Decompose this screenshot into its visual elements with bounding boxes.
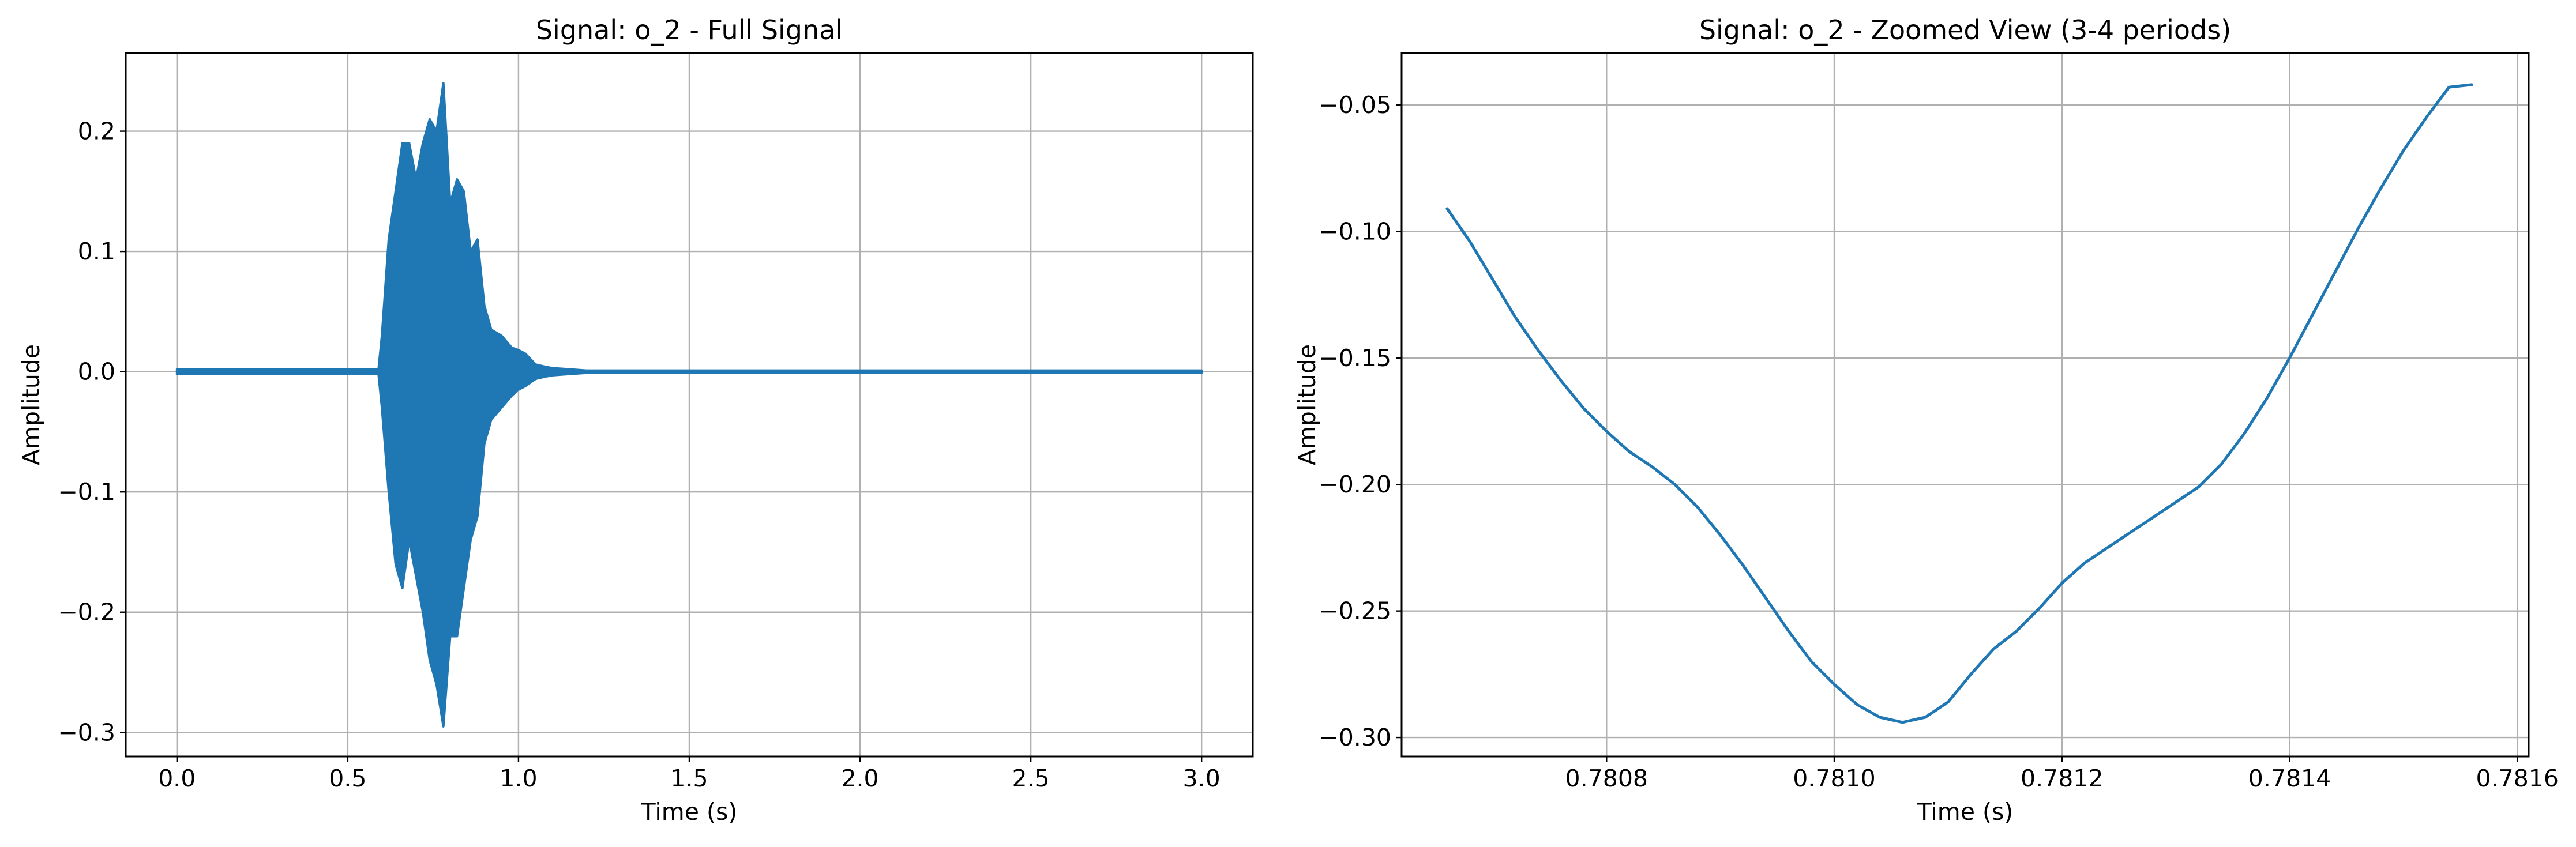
zoomed-view-x-axis-label: Time (s) <box>1917 798 2014 826</box>
full-signal-x-ticks: 0.0 0.5 1.0 1.5 2.0 2.5 3.0 <box>158 756 1221 792</box>
y-tick-label: −0.30 <box>1319 724 1391 751</box>
x-tick-label: 0.7816 <box>2476 765 2559 792</box>
x-tick-label: 1.0 <box>500 765 537 792</box>
zoomed-view-title: Signal: o_2 - Zoomed View (3-4 periods) <box>1699 14 2231 46</box>
zoomed-view-frame <box>1400 52 2530 758</box>
y-tick-label: 0.1 <box>78 238 115 265</box>
zoomed-view-y-axis-label: Amplitude <box>1293 344 1321 465</box>
y-tick-label: −0.2 <box>58 598 115 626</box>
x-tick-label: 0.5 <box>329 765 366 792</box>
y-tick-label: −0.05 <box>1319 91 1391 119</box>
y-tick-label: −0.3 <box>58 718 115 746</box>
zoomed-view-plot-area <box>1445 83 2473 724</box>
x-tick-label: 2.0 <box>841 765 878 792</box>
x-tick-label: 1.5 <box>670 765 708 792</box>
x-tick-label: 0.7812 <box>2021 765 2103 792</box>
signal-waveform <box>175 82 1203 728</box>
full-signal-plot-area <box>175 82 1203 728</box>
full-signal-axes: 0.0 0.5 1.0 1.5 2.0 2.5 3.0 −0.3 −0.2 −0.1 0.0 0.1… <box>17 14 1254 826</box>
y-tick-label: −0.20 <box>1319 470 1391 498</box>
y-tick-label: −0.1 <box>58 478 115 506</box>
x-tick-label: 3.0 <box>1183 765 1221 792</box>
y-tick-label: 0.0 <box>78 358 115 386</box>
x-tick-label: 0.0 <box>158 765 196 792</box>
zoomed-view-axes: 0.7808 0.7810 0.7812 0.7814 0.7816 −0.30 −0.2… <box>1293 14 2559 826</box>
full-signal-x-axis-label: Time (s) <box>641 798 738 826</box>
x-tick-label: 0.7808 <box>1565 765 1648 792</box>
signal-line <box>1445 83 2473 724</box>
y-tick-label: −0.10 <box>1319 217 1391 245</box>
y-tick-label: 0.2 <box>78 118 115 145</box>
zoomed-view-x-ticks: 0.7808 0.7810 0.7812 0.7814 0.7816 <box>1565 756 2559 792</box>
zoomed-view-y-ticks: −0.30 −0.25 −0.20 −0.15 −0.10 −0.05 <box>1319 91 1402 751</box>
y-tick-label: −0.15 <box>1319 344 1391 372</box>
x-tick-label: 2.5 <box>1012 765 1050 792</box>
full-signal-y-axis-label: Amplitude <box>17 344 45 465</box>
full-signal-y-ticks: −0.3 −0.2 −0.1 0.0 0.1 0.2 <box>58 118 126 746</box>
y-tick-label: −0.25 <box>1319 597 1391 625</box>
zoomed-view-grid <box>1402 53 2529 756</box>
x-tick-label: 0.7814 <box>2248 765 2331 792</box>
x-tick-label: 0.7810 <box>1793 765 1875 792</box>
full-signal-title: Signal: o_2 - Full Signal <box>536 14 843 46</box>
